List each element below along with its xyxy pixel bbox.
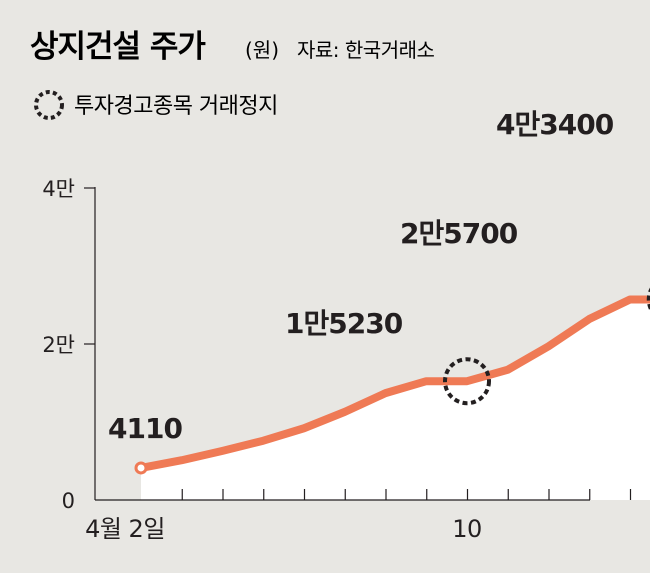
trading-halt-marker	[646, 287, 650, 312]
trading-halt-marker	[443, 357, 491, 406]
x-tick-label: 4월 2일	[85, 515, 165, 543]
price-area	[141, 299, 650, 500]
data-label: 4만3400	[496, 108, 614, 141]
data-label: 4110	[108, 412, 182, 445]
y-tick-label: 2만	[42, 333, 75, 357]
data-label: 1만5230	[285, 307, 403, 340]
start-point-marker	[134, 461, 148, 475]
y-tick-label: 4만	[42, 177, 75, 201]
chart-title: 상지건설 주가	[30, 29, 206, 65]
legend: 투자경고종목 거래정지	[34, 90, 278, 120]
data-label: 2만5700	[400, 217, 518, 250]
legend-label: 투자경고종목 거래정지	[74, 94, 278, 119]
source-label: 자료: 한국거래소	[297, 38, 434, 62]
unit-label: (원)	[245, 38, 279, 62]
x-tick-label: 10	[452, 515, 482, 543]
y-tick-label: 0	[62, 489, 75, 513]
legend-halt-icon	[34, 90, 64, 120]
